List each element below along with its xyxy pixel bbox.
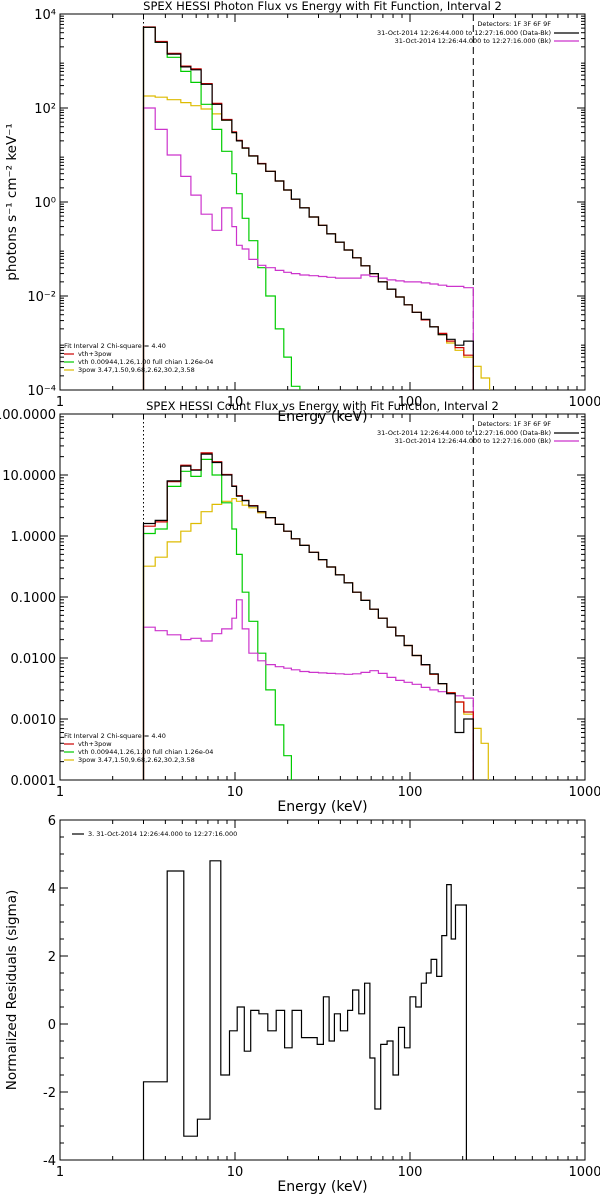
y-tick-label: 10.0000 (2, 469, 56, 484)
y-tick-label: 0.0100 (11, 652, 57, 667)
y-tick-label: 6 (48, 814, 56, 829)
series-bk (142, 107, 474, 390)
series-data-bk (142, 453, 474, 780)
legend-entry: 3. 31-Oct-2014 12:26:44.000 to 12:27:16.… (88, 830, 237, 838)
chart-title: SPEX HESSI Photon Flux vs Energy with Fi… (143, 0, 502, 13)
legend-entry: 31-Oct-2014 12:26:44.000 to 12:27:16.000… (395, 437, 551, 445)
x-tick-label: 10 (227, 1165, 244, 1180)
y-tick-label: 0.1000 (11, 591, 57, 606)
fit-legend-entry: 3pow 3.47,1.50,9.68,2.62,30.2,3.58 (78, 756, 195, 764)
fit-legend-entry: 3pow 3.47,1.50,9.68,2.62,30.2,3.58 (78, 366, 195, 374)
count-flux-chart: SPEX HESSI Count Flux vs Energy with Fit… (0, 399, 600, 815)
x-tick-label: 100 (398, 395, 423, 410)
x-axis-label: Energy (keV) (277, 1179, 367, 1195)
x-tick-label: 1000 (568, 395, 600, 410)
x-tick-label: 1 (56, 395, 64, 410)
plot-frame (59, 819, 586, 1161)
plot-area (142, 860, 467, 1160)
fit-legend-entry: vth 0.00944,1.26,1.00 full chian 1.26e-0… (78, 358, 213, 366)
x-tick-label: 1000 (568, 1165, 600, 1180)
x-axis-label: Energy (keV) (277, 409, 367, 425)
legend-header: Detectors: 1F 3F 6F 9F (477, 420, 551, 428)
y-tick-label: 0 (48, 1018, 56, 1033)
fit-legend-entry: vth+3pow (78, 350, 112, 358)
y-axis-label: Normalized Residuals (sigma) (4, 890, 20, 1091)
y-tick-label: 10⁰ (34, 196, 56, 211)
y-axis-label: photons s⁻¹ cm⁻² keV⁻¹ (4, 123, 20, 281)
residuals-chart: 1 10 100 1000 Energy (keV) -4 -2 0 2 4 6 Normalized… (4, 814, 600, 1195)
y-tick-label: 10⁻² (27, 290, 56, 305)
fit-legend-entry: vth+3pow (78, 740, 112, 748)
x-tick-label: 1 (56, 785, 64, 800)
plot-frame (59, 413, 586, 781)
x-tick-label: 100 (398, 785, 423, 800)
fit-legend-entry: vth 0.00944,1.26,1.00 full chian 1.26e-0… (78, 748, 213, 756)
x-tick-label: 1000 (568, 785, 600, 800)
fit-legend-header: Fit Interval 2 Chi-square = 4.40 (64, 342, 166, 350)
y-tick-label: 0.0010 (11, 713, 57, 728)
photon-flux-chart: SPEX HESSI Photon Flux vs Energy with Fi… (4, 0, 600, 425)
series-vth-3pow (142, 26, 474, 390)
plot-area (142, 26, 491, 390)
legend-entry: 31-Oct-2014 12:26:44.000 to 12:27:16.000… (395, 37, 551, 45)
y-tick-label: 10⁴ (34, 8, 56, 23)
series-data-bk (142, 26, 474, 390)
series-vth (142, 458, 292, 780)
series-residuals (142, 860, 467, 1160)
y-tick-label: 2 (48, 950, 56, 965)
y-tick-label: 10² (34, 102, 56, 117)
legend-entry: 31-Oct-2014 12:26:44.000 to 12:27:16.000… (377, 29, 551, 37)
y-tick-label: 0.0001 (11, 774, 57, 789)
legend-entry: 31-Oct-2014 12:26:44.000 to 12:27:16.000… (377, 429, 551, 437)
y-tick-label: 4 (48, 882, 56, 897)
plot-frame (59, 13, 586, 391)
x-tick-label: 10 (227, 785, 244, 800)
legend-header: Detectors: 1F 3F 6F 9F (477, 20, 551, 28)
y-tick-label: 1.0000 (11, 530, 57, 545)
y-tick-label: 10⁻⁴ (27, 384, 56, 399)
x-axis-label: Energy (keV) (277, 799, 367, 815)
plot-area (142, 452, 489, 780)
x-tick-label: 1 (56, 1165, 64, 1180)
chart-title: SPEX HESSI Count Flux vs Energy with Fit… (146, 399, 499, 413)
y-tick-label: -2 (43, 1086, 56, 1101)
fit-legend-header: Fit Interval 2 Chi-square = 4.40 (64, 732, 166, 740)
x-tick-label: 100 (398, 1165, 423, 1180)
series-bk (142, 599, 474, 780)
series-vth (142, 26, 301, 390)
y-tick-label: -4 (43, 1154, 56, 1169)
x-tick-label: 10 (227, 395, 244, 410)
y-tick-label: 100.0000 (0, 408, 56, 423)
